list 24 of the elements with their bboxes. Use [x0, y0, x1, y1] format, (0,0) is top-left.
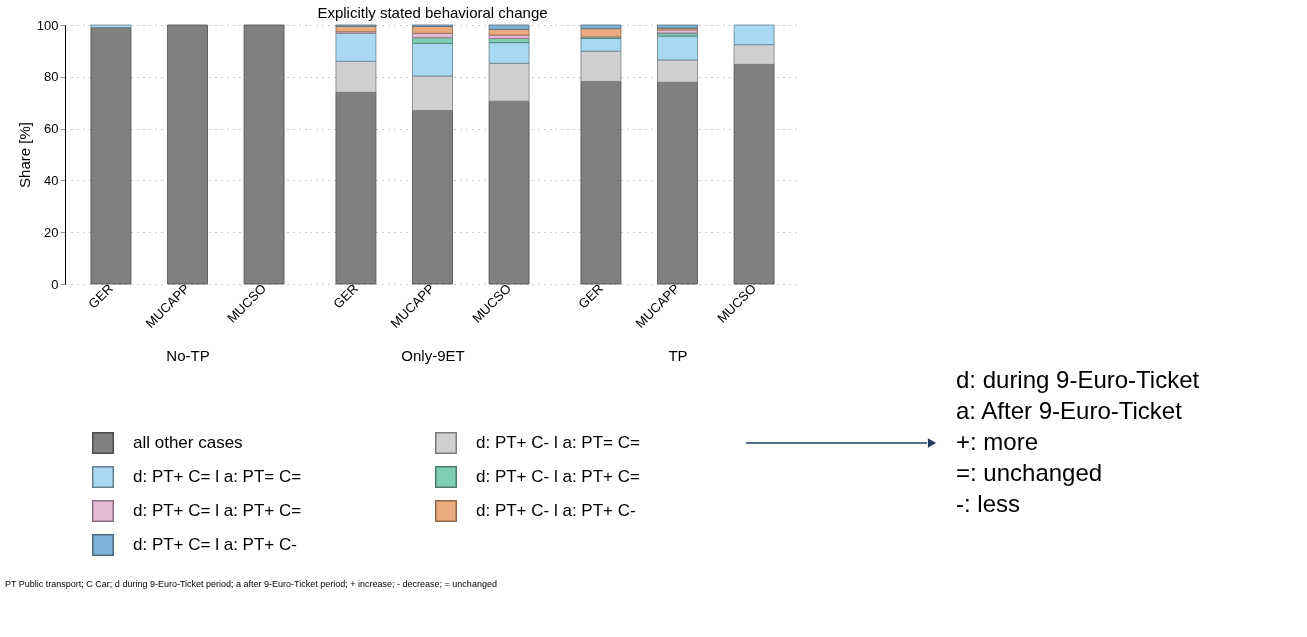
y-tick-label: 100: [36, 17, 59, 33]
y-tick-label: 20: [44, 224, 59, 240]
text: -: less: [956, 490, 1021, 517]
text: d: during 9-Euro-Ticket: [956, 366, 1200, 393]
chart-title: Explicitly stated behavioral change: [317, 3, 548, 21]
legend-label: all other cases: [133, 433, 243, 452]
y-tick-label: 0: [51, 276, 59, 292]
x-axis-title: TP: [668, 346, 688, 364]
x-axis-title: Only-9ET: [401, 346, 465, 364]
y-axis-title: Share [%]: [15, 122, 33, 188]
x-axis-title: No-TP: [166, 346, 210, 364]
y-tick-label: 40: [44, 172, 59, 188]
legend-label: d: PT+ C= l a: PT+ C-: [133, 535, 297, 554]
legend-label: d: PT+ C- l a: PT= C=: [476, 433, 640, 452]
y-tick-label: 80: [44, 69, 59, 85]
legend-label: d: PT+ C= l a: PT+ C=: [133, 501, 302, 520]
text: +: more: [956, 428, 1039, 455]
text: PT Public transport; C Car; d during 9-Euro-Ticket period; a after 9-Euro-Ticket period; + increase; - decrease; = unchanged: [5, 579, 497, 589]
legend-label: d: PT+ C- l a: PT+ C-: [476, 501, 636, 520]
legend-label: d: PT+ C- l a: PT+ C=: [476, 467, 640, 486]
text: a: After 9-Euro-Ticket: [956, 397, 1183, 424]
legend-label: d: PT+ C= l a: PT= C=: [133, 467, 302, 486]
text: =: unchanged: [956, 459, 1103, 486]
y-tick-label: 60: [44, 121, 59, 137]
